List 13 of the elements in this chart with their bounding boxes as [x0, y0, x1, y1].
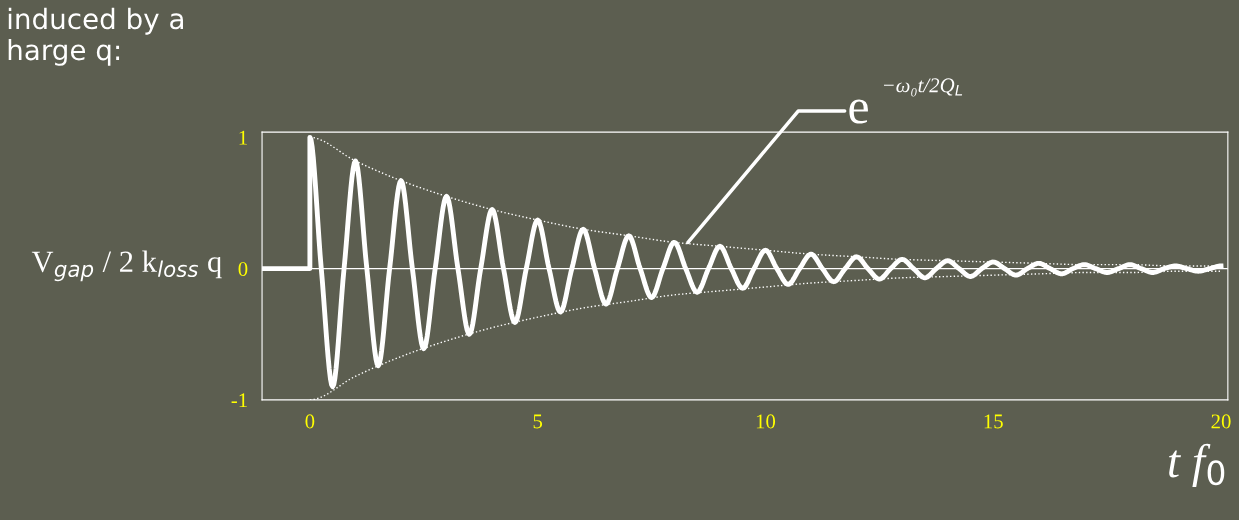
x-tick-label: 0 — [305, 414, 315, 429]
annotation: e — [849, 99, 868, 124]
x-axis-title: t f$_{0}$ — [1169, 443, 1225, 488]
y-tick-label: -1 — [231, 393, 247, 408]
y-axis-title: V$_{gap}$ / 2 k$_{loss}$ q — [31, 250, 222, 282]
x-tick-label: 20 — [1211, 414, 1231, 429]
x-tick-label: 5 — [533, 414, 543, 429]
x-tick-label: 15 — [984, 414, 1003, 429]
y-tick-label: 1 — [239, 130, 247, 145]
x-tick-label: 10 — [756, 414, 776, 429]
text: induced by a harge q: — [8, 7, 183, 66]
y-tick-label: 0 — [238, 261, 248, 277]
text: −ω₀t/2Q$_{L}$ — [883, 78, 963, 97]
